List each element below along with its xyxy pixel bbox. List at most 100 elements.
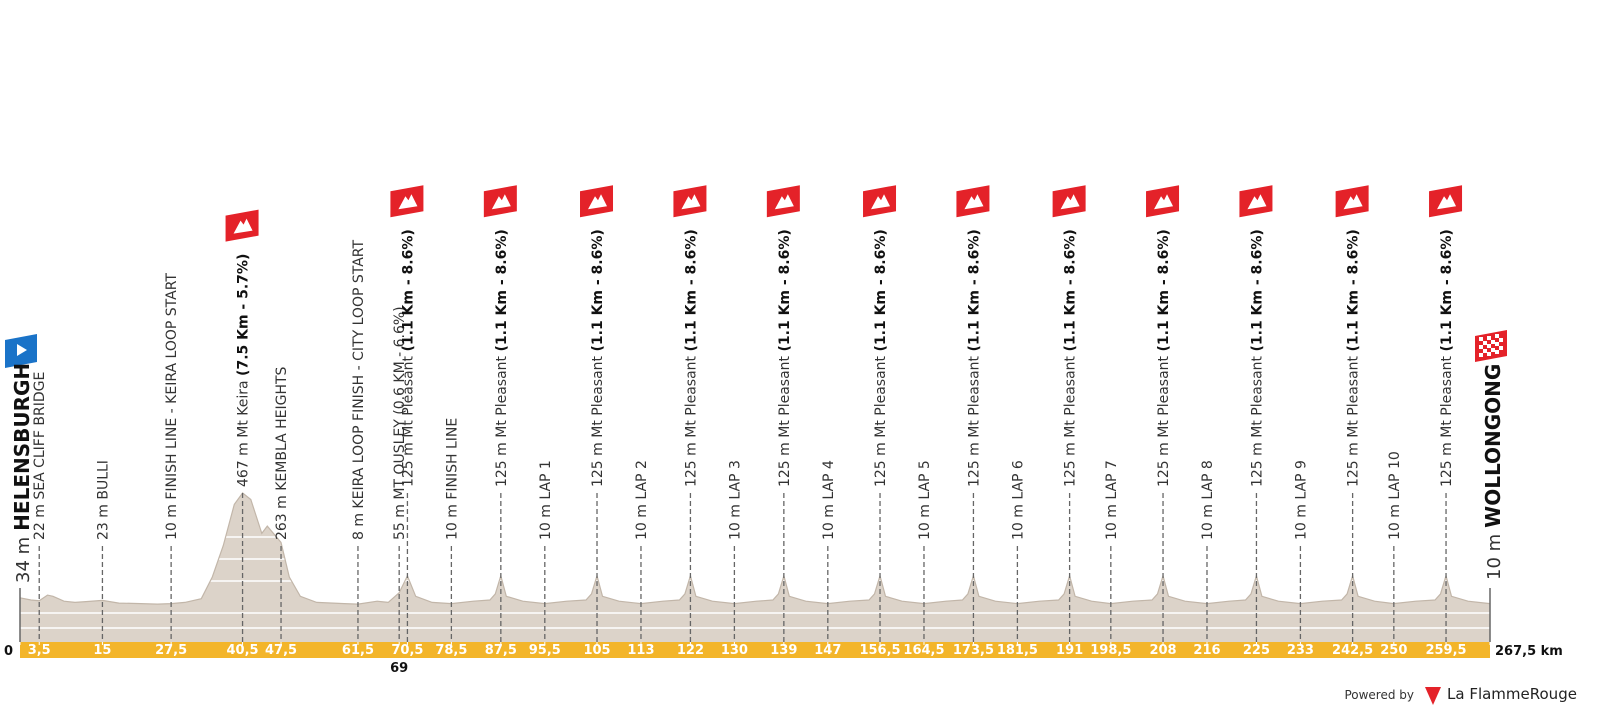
marker-label: 55 m MT OUSLEY (0.6 KM - 6.6%) <box>392 306 408 540</box>
footer-prefix: Powered by <box>1344 688 1414 702</box>
flag-mountain <box>588 194 608 210</box>
marker-text: 8 m KEIRA LOOP FINISH - CITY LOOP START <box>351 240 367 540</box>
marker-label: 10 m FINISH LINE <box>444 418 460 540</box>
marker-label: 125 m Mt Pleasant (1.1 Km - 8.6%) <box>1063 229 1079 487</box>
marker-detail: (1.1 Km - 8.6%) <box>873 229 889 351</box>
flag-mountain <box>398 194 418 210</box>
x-tick-label: 250 <box>1380 643 1407 658</box>
finish-label: 10 m WOLLONGONG <box>1481 364 1505 580</box>
x-tick-label: 181,5 <box>997 643 1038 658</box>
marker-label: 125 m Mt Pleasant (1.1 Km - 8.6%) <box>400 229 416 487</box>
marker-label: 10 m LAP 10 <box>1387 451 1403 540</box>
marker-text: 10 m LAP 1 <box>538 460 554 540</box>
profile-area <box>20 493 1490 642</box>
marker-text: 10 m LAP 5 <box>917 460 933 540</box>
footer-logo <box>1425 687 1441 705</box>
marker-label: 125 m Mt Pleasant (1.1 Km - 8.6%) <box>494 229 510 487</box>
marker-text: 125 m Mt Pleasant <box>1063 352 1079 488</box>
marker-text: 10 m FINISH LINE <box>444 418 460 540</box>
marker-detail: (1.1 Km - 8.6%) <box>1156 229 1172 351</box>
marker-text: 10 m LAP 4 <box>821 460 837 540</box>
climb-flag <box>956 185 990 218</box>
x-tick-label: 225 <box>1243 643 1270 658</box>
climb-flag <box>673 185 707 218</box>
marker-label: 467 m Mt Keira (7.5 Km - 5.7%) <box>236 254 252 487</box>
marker-label: 8 m KEIRA LOOP FINISH - CITY LOOP START <box>351 240 367 540</box>
marker-text: 125 m Mt Pleasant <box>873 352 889 488</box>
marker-detail: (1.1 Km - 8.6%) <box>400 229 416 351</box>
marker-text: 10 m LAP 7 <box>1104 460 1120 540</box>
flag-mountain <box>1247 194 1267 210</box>
marker-label: 125 m Mt Pleasant (1.1 Km - 8.6%) <box>1249 229 1265 487</box>
marker-label: 125 m Mt Pleasant (1.1 Km - 8.6%) <box>1439 229 1455 487</box>
marker-text: 10 m LAP 6 <box>1010 460 1026 540</box>
marker-text: 125 m Mt Pleasant <box>1346 352 1362 488</box>
climb-flag <box>766 185 800 218</box>
marker-text: 125 m Mt Pleasant <box>777 352 793 488</box>
marker-detail: (1.1 Km - 8.6%) <box>1249 229 1265 351</box>
x-tick-label: 113 <box>627 643 654 658</box>
x-tick-label: 198,5 <box>1090 643 1131 658</box>
x-tick-label: 122 <box>677 643 704 658</box>
marker-detail: (1.1 Km - 8.6%) <box>1346 229 1362 351</box>
climb-flag <box>1335 185 1369 218</box>
x-tick-label: 267,5 km <box>1495 644 1563 659</box>
marker-text: 10 m FINISH LINE - KEIRA LOOP START <box>164 273 180 540</box>
x-tick-label: 216 <box>1193 643 1220 658</box>
marker-label: 23 m BULLI <box>95 460 111 540</box>
start-name: HELENSBURGH <box>10 363 34 531</box>
marker-label: 125 m Mt Pleasant (1.1 Km - 8.6%) <box>873 229 889 487</box>
marker-text: 10 m LAP 9 <box>1293 460 1309 540</box>
start-elevation: 34 m <box>13 537 34 583</box>
x-tick-label: 156,5 <box>859 643 900 658</box>
x-tick-label: 147 <box>814 643 841 658</box>
x-tick-label: 242,5 <box>1332 643 1373 658</box>
climb-flag <box>1146 185 1180 218</box>
finish-name: WOLLONGONG <box>1481 364 1505 528</box>
marker-label: 10 m LAP 6 <box>1010 460 1026 540</box>
marker-label: 125 m Mt Pleasant (1.1 Km - 8.6%) <box>683 229 699 487</box>
marker-detail: (1.1 Km - 8.6%) <box>494 229 510 351</box>
flag-mountain <box>774 194 794 210</box>
marker-label: 125 m Mt Pleasant (1.1 Km - 8.6%) <box>966 229 982 487</box>
x-tick-label: 95,5 <box>529 643 561 658</box>
marker-detail: (1.1 Km - 8.6%) <box>966 229 982 351</box>
x-tick-label: 130 <box>721 643 748 658</box>
x-tick-label: 40,5 <box>227 643 259 658</box>
climb-flag <box>225 209 259 242</box>
marker-label: 10 m LAP 4 <box>821 460 837 540</box>
marker-label: 125 m Mt Pleasant (1.1 Km - 8.6%) <box>777 229 793 487</box>
km-band <box>20 642 1490 658</box>
marker-text: 10 m LAP 2 <box>634 460 650 540</box>
finish-elevation: 10 m <box>1484 534 1505 580</box>
marker-detail: (7.5 Km - 5.7%) <box>236 254 252 376</box>
x-tick-label: 70,5 <box>391 643 423 658</box>
marker-detail: (1.1 Km - 8.6%) <box>777 229 793 351</box>
flag-mountain <box>871 194 891 210</box>
climb-flag <box>863 185 897 218</box>
x-tick-label: 173,5 <box>953 643 994 658</box>
marker-detail: (1.1 Km - 8.6%) <box>590 229 606 351</box>
flag-mountain <box>491 194 511 210</box>
climb-flag <box>1239 185 1273 218</box>
marker-text: 125 m Mt Pleasant <box>400 352 416 487</box>
marker-label: 22 m SEA CLIFF BRIDGE <box>32 372 48 540</box>
marker-detail: (1.1 Km - 8.6%) <box>683 229 699 351</box>
x-tick-label: 87,5 <box>485 643 517 658</box>
marker-label: 125 m Mt Pleasant (1.1 Km - 8.6%) <box>1156 229 1172 487</box>
marker-label: 125 m Mt Pleasant (1.1 Km - 8.6%) <box>1346 229 1362 487</box>
x-tick-label: 105 <box>583 643 610 658</box>
footer-brand: La FlammeRouge <box>1447 685 1577 703</box>
x-tick-label: 15 <box>93 643 111 658</box>
x-tick-label: 208 <box>1149 643 1176 658</box>
x-tick-label: 164,5 <box>903 643 944 658</box>
marker-text: 125 m Mt Pleasant <box>494 352 510 488</box>
marker-text: 125 m Mt Pleasant <box>966 352 982 487</box>
marker-label: 10 m LAP 1 <box>538 460 554 540</box>
marker-text: 125 m Mt Pleasant <box>1156 352 1172 488</box>
marker-label: 10 m FINISH LINE - KEIRA LOOP START <box>164 273 180 540</box>
marker-text: 22 m SEA CLIFF BRIDGE <box>32 372 48 540</box>
marker-text: 125 m Mt Pleasant <box>1249 352 1265 488</box>
x-tick-label: 78,5 <box>435 643 467 658</box>
flag-mountain <box>1437 194 1457 210</box>
